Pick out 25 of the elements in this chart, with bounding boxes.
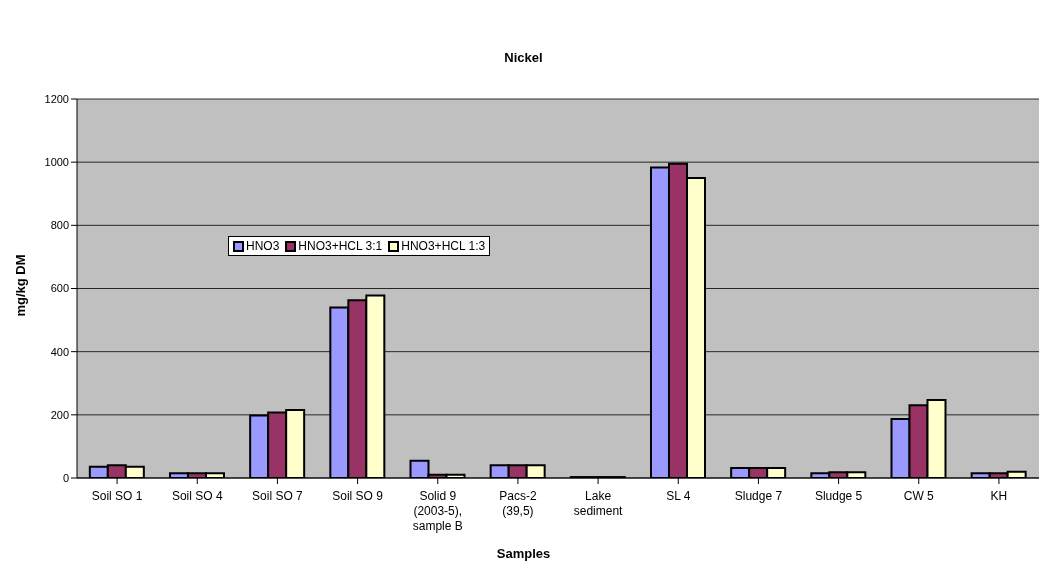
- x-tick-label: CW 5: [903, 489, 935, 503]
- y-tick-label: 400: [50, 345, 69, 358]
- x-tick-label: Lake sediment: [573, 489, 624, 518]
- y-tick-label: 800: [50, 219, 69, 232]
- x-tick-label: Soil SO 7: [252, 489, 304, 503]
- x-tick-label: Sludge 5: [814, 489, 863, 503]
- x-tick-label: SL 4: [666, 489, 691, 503]
- legend-label: HNO3+HCL 1:3: [401, 239, 486, 253]
- y-tick-label: 0: [62, 471, 69, 484]
- y-tick-label: 1000: [44, 156, 69, 169]
- legend-label: HNO3: [246, 239, 280, 253]
- y-axis-title: mg/kg DM: [12, 253, 28, 319]
- legend-label: HNO3+HCL 3:1: [298, 239, 383, 253]
- x-tick-label: Soil SO 9: [332, 489, 384, 503]
- x-tick-label: KH: [990, 489, 1008, 503]
- y-tick-label: 600: [50, 282, 69, 295]
- x-tick-label: Soil SO 1: [91, 489, 143, 503]
- x-tick-label: Soil SO 4: [171, 489, 223, 503]
- x-axis-title: Samples: [495, 546, 552, 561]
- x-tick-label: Pacs-2 (39,5): [499, 489, 537, 518]
- chart-title: Nickel: [503, 50, 544, 65]
- x-tick-label: Solid 9 (2003-5), sample B: [412, 489, 463, 533]
- y-tick-label: 200: [50, 408, 69, 421]
- y-tick-label: 1200: [44, 92, 69, 105]
- x-tick-label: Sludge 7: [734, 489, 783, 503]
